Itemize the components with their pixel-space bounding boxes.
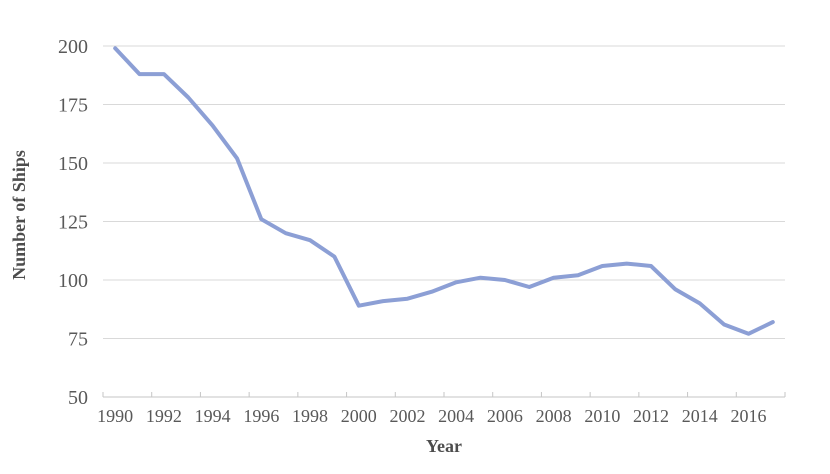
x-axis-tick-label: 2004 [438,406,474,426]
x-axis-tick-label: 2002 [389,406,425,426]
gridlines-group [103,45,785,339]
x-axis-tick-label: 2014 [682,406,718,426]
x-axis-tick-label: 1992 [146,406,182,426]
x-axis-tick-label: 2000 [341,406,377,426]
axes-group [102,392,786,398]
x-axis-title: Year [426,436,462,456]
x-axis-tick-label: 2006 [487,406,523,426]
y-axis-tick-label: 200 [58,36,88,58]
x-axis-tick-label: 1996 [243,406,279,426]
y-axis-tick-label: 100 [58,270,88,292]
x-axis-tick-label: 1994 [195,406,231,426]
x-axis-tick-label: 1998 [292,406,328,426]
x-axis-tick-label: 1990 [97,406,133,426]
y-axis-tick-label: 175 [58,95,88,117]
axis-labels-group: 50 75 100 125 150 175 200 1990 1992 1994 1996 1998 2… [58,36,766,426]
data-line [113,46,775,336]
x-axis-tick-label: 2008 [536,406,572,426]
x-axis-tick-label: 2010 [584,406,620,426]
y-axis-tick-label: 50 [68,387,88,409]
x-axis-tick-label: 2012 [633,406,669,426]
x-axis-tick-label: 2016 [730,406,766,426]
data-series-group [113,46,775,336]
y-axis-tick-label: 150 [58,153,88,175]
y-axis-title: Number of Ships [9,150,29,280]
y-axis-tick-label: 75 [68,329,88,351]
y-axis-tick-label: 125 [58,212,88,234]
